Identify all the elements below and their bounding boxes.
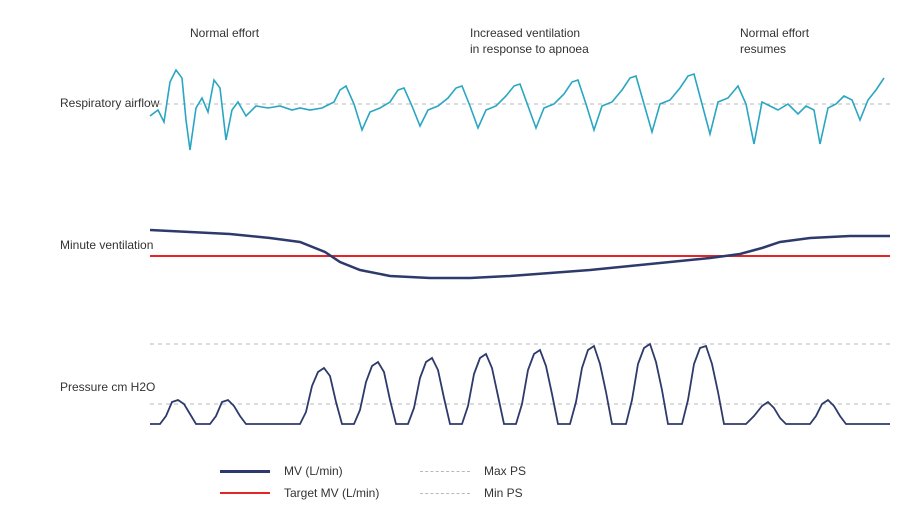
- legend-label-target-mv: Target MV (L/min): [284, 486, 379, 500]
- mv-trace: [150, 230, 890, 278]
- pressure-trace: [150, 344, 890, 424]
- airflow-trace: [150, 70, 884, 150]
- legend: MV (L/min) Max PS Target MV (L/min) Min …: [220, 460, 720, 504]
- legend-swatch-mv: [220, 470, 270, 473]
- minute-ventilation-chart: [150, 210, 890, 300]
- legend-swatch-max-ps: [420, 471, 470, 472]
- legend-swatch-min-ps: [420, 493, 470, 494]
- legend-label-min-ps: Min PS: [484, 486, 523, 500]
- pressure-chart: [150, 330, 890, 440]
- legend-item-mv: MV (L/min): [220, 464, 420, 478]
- legend-label-mv: MV (L/min): [284, 464, 343, 478]
- legend-item-target-mv: Target MV (L/min): [220, 486, 420, 500]
- airflow-chart: [150, 60, 890, 160]
- chart-area: [150, 0, 890, 516]
- legend-item-max-ps: Max PS: [420, 464, 620, 478]
- legend-item-min-ps: Min PS: [420, 486, 620, 500]
- legend-swatch-target-mv: [220, 492, 270, 494]
- legend-label-max-ps: Max PS: [484, 464, 526, 478]
